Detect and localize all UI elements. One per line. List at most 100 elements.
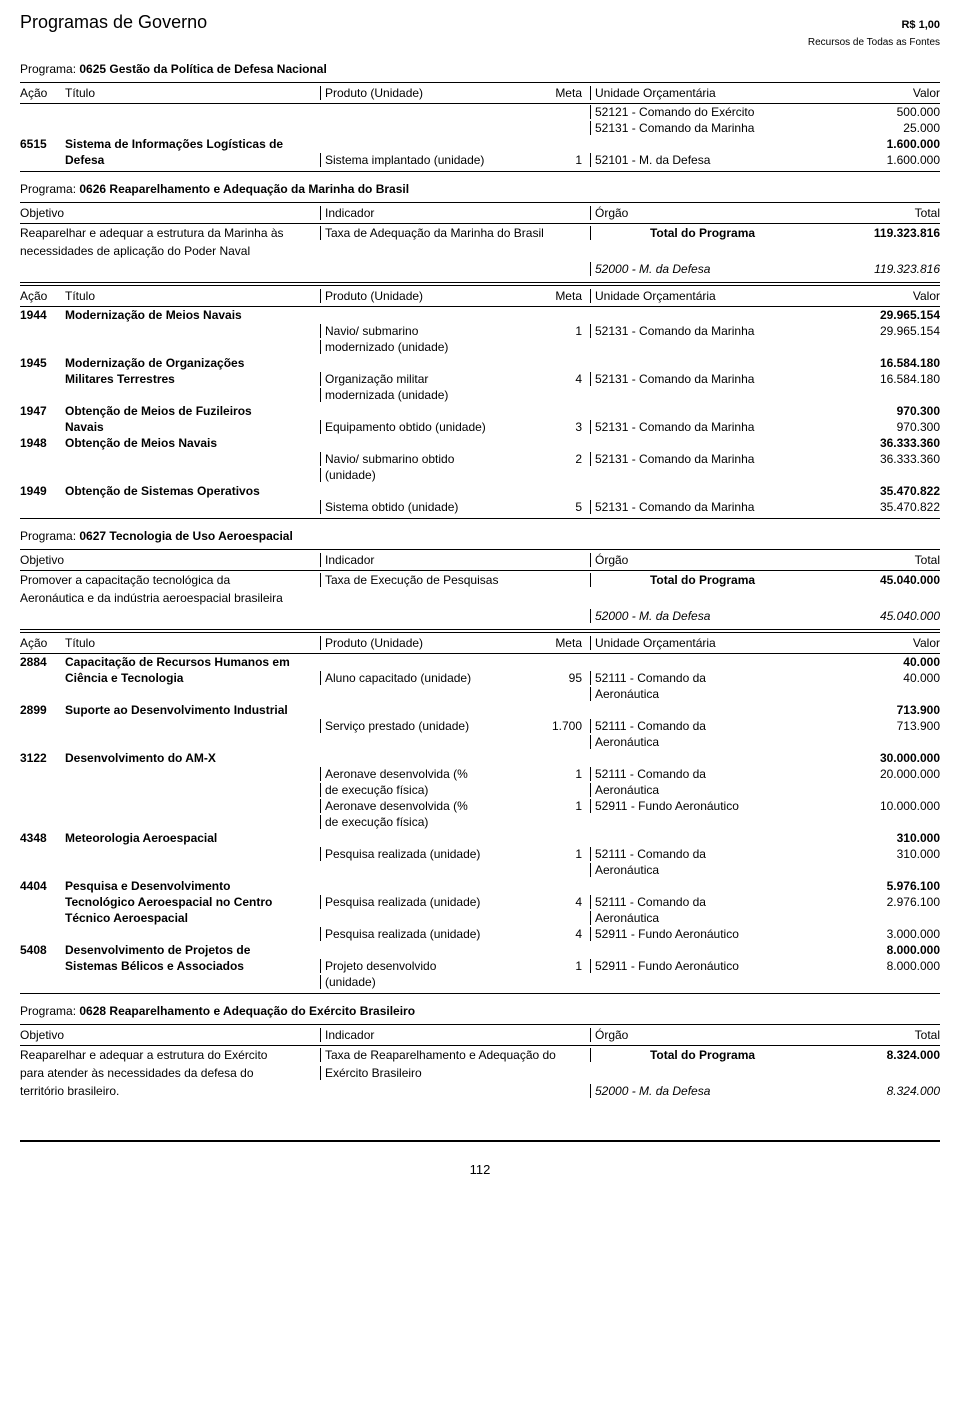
unit-cell: 52131 - Comando da Marinha [590,452,810,466]
titulo-cell: Militares Terrestres [65,372,320,386]
meta-cell: 1.700 [540,719,590,733]
titulo-cell: Desenvolvimento do AM-X [65,751,320,765]
titulo-cell: Ciência e Tecnologia [65,671,320,685]
col-total: Total [810,553,940,567]
produto-cell: Sistema obtido (unidade) [320,500,540,514]
total-programa-label: Total do Programa [595,573,810,587]
meta-cell: 1 [540,153,590,167]
col-orgao: Órgão [590,1028,810,1042]
programa-0628-name: 0628 Reaparelhamento e Adequação do Exér… [79,1004,415,1018]
unit-cell: Aeronáutica [590,911,810,925]
programa-0628-header: Programa: 0628 Reaparelhamento e Adequaç… [20,1004,940,1018]
acao-code: 1948 [20,436,65,450]
produto-cell: Organização militar [320,372,540,386]
titulo-cell: Meteorologia Aeroespacial [65,831,320,845]
titulo-cell: Defesa [65,153,320,167]
value-cell: 3.000.000 [810,927,940,941]
produto-cell: Pesquisa realizada (unidade) [320,927,540,941]
col-valor: Valor [810,636,940,650]
acao-code: 1949 [20,484,65,498]
value-cell: 20.000.000 [810,767,940,781]
titulo-cell: Desenvolvimento de Projetos de [65,943,320,957]
objective-header-row: Objetivo Indicador Órgão Total [20,202,940,224]
value-cell: 713.900 [810,719,940,733]
acao-code: 3122 [20,751,65,765]
col-objetivo: Objetivo [20,206,320,220]
objective-header-row: Objetivo Indicador Órgão Total [20,1024,940,1046]
programa-0627-name: 0627 Tecnologia de Uso Aeroespacial [79,529,292,543]
titulo-cell: Sistemas Bélicos e Associados [65,959,320,973]
unit-cell: Aeronáutica [590,735,810,749]
unit-cell: 52111 - Comando da [590,671,810,685]
value-cell: 970.300 [810,404,940,418]
value-cell: 40.000 [810,655,940,669]
produto-cell: Pesquisa realizada (unidade) [320,847,540,861]
unit-cell: 52121 - Comando do Exército [590,105,810,119]
col-acao: Ação [20,636,65,650]
unit-cell: 52131 - Comando da Marinha [590,420,810,434]
meta-cell: 1 [540,799,590,813]
value-cell: 500.000 [810,105,940,119]
col-indicador: Indicador [320,553,590,567]
unit-cell: 52131 - Comando da Marinha [590,372,810,386]
value-cell: 310.000 [810,847,940,861]
indicador-text: Taxa de Reaparelhamento e Adequação do [320,1048,590,1062]
titulo-cell: Obtenção de Meios de Fuzileiros [65,404,320,418]
meta-cell: 1 [540,959,590,973]
titulo-cell: Modernização de Organizações [65,356,320,370]
meta-cell: 1 [540,324,590,338]
value-cell: 40.000 [810,671,940,685]
p0626-objective: Reaparelhar e adequar a estrutura da Mar… [20,224,940,283]
produto-cell: Navio/ submarino obtido [320,452,540,466]
unit-cell: 52131 - Comando da Marinha [590,324,810,338]
produto-cell: (unidade) [320,975,540,989]
programa-0627-header: Programa: 0627 Tecnologia de Uso Aeroesp… [20,529,940,543]
col-produto: Produto (Unidade) [320,86,540,100]
objetivo-text: Promover a capacitação tecnológica da [20,573,320,587]
unit-cell: 52111 - Comando da [590,847,810,861]
unit-cell: Aeronáutica [590,783,810,797]
indicador-text: Taxa de Execução de Pesquisas [320,573,590,587]
unit-cell: 52111 - Comando da [590,895,810,909]
value-cell: 5.976.100 [810,879,940,893]
meta-cell: 4 [540,372,590,386]
value-cell: 713.900 [810,703,940,717]
p0626-data: 1944 Modernização de Meios Navais 29.965… [20,307,940,519]
meta-cell: 3 [540,420,590,434]
unit-cell: 52911 - Fundo Aeronáutico [590,799,810,813]
p0627-data: 2884 Capacitação de Recursos Humanos em … [20,654,940,994]
programa-label: Programa: [20,1004,76,1018]
action-header-row: Ação Título Produto (Unidade) Meta Unida… [20,632,940,654]
total-value: 45.040.000 [810,573,940,587]
objetivo-text: Reaparelhar e adequar a estrutura da Mar… [20,226,320,240]
col-objetivo: Objetivo [20,553,320,567]
programa-label: Programa: [20,62,76,76]
col-unidade: Unidade Orçamentária [590,86,810,100]
p0628-objective: Reaparelhar e adequar a estrutura do Exé… [20,1046,940,1100]
orgao-text: 52000 - M. da Defesa [590,1084,810,1098]
meta-cell: 4 [540,927,590,941]
unit-cell: Aeronáutica [590,687,810,701]
value-cell: 29.965.154 [810,308,940,322]
acao-code: 5408 [20,943,65,957]
value-cell: 1.600.000 [810,153,940,167]
subtitle-text: Recursos de Todas as Fontes [808,37,940,48]
unit-cell: 52131 - Comando da Marinha [590,121,810,135]
col-indicador: Indicador [320,1028,590,1042]
acao-code: 1945 [20,356,65,370]
titulo-cell: Obtenção de Meios Navais [65,436,320,450]
objetivo-text: Aeronáutica e da indústria aeroespacial … [20,591,320,605]
meta-cell: 1 [540,767,590,781]
col-total: Total [810,1028,940,1042]
col-meta: Meta [540,86,590,100]
col-titulo: Título [65,289,320,303]
titulo-cell: Tecnológico Aeroespacial no Centro [65,895,320,909]
titulo-cell: Suporte ao Desenvolvimento Industrial [65,703,320,717]
total-programa-label: Total do Programa [595,1048,810,1062]
action-header-row: Ação Título Produto (Unidade) Meta Unida… [20,82,940,104]
col-acao: Ação [20,86,65,100]
orgao-value: 45.040.000 [810,609,940,623]
produto-cell: Pesquisa realizada (unidade) [320,895,540,909]
unit-cell: 52911 - Fundo Aeronáutico [590,927,810,941]
meta-cell: 2 [540,452,590,466]
